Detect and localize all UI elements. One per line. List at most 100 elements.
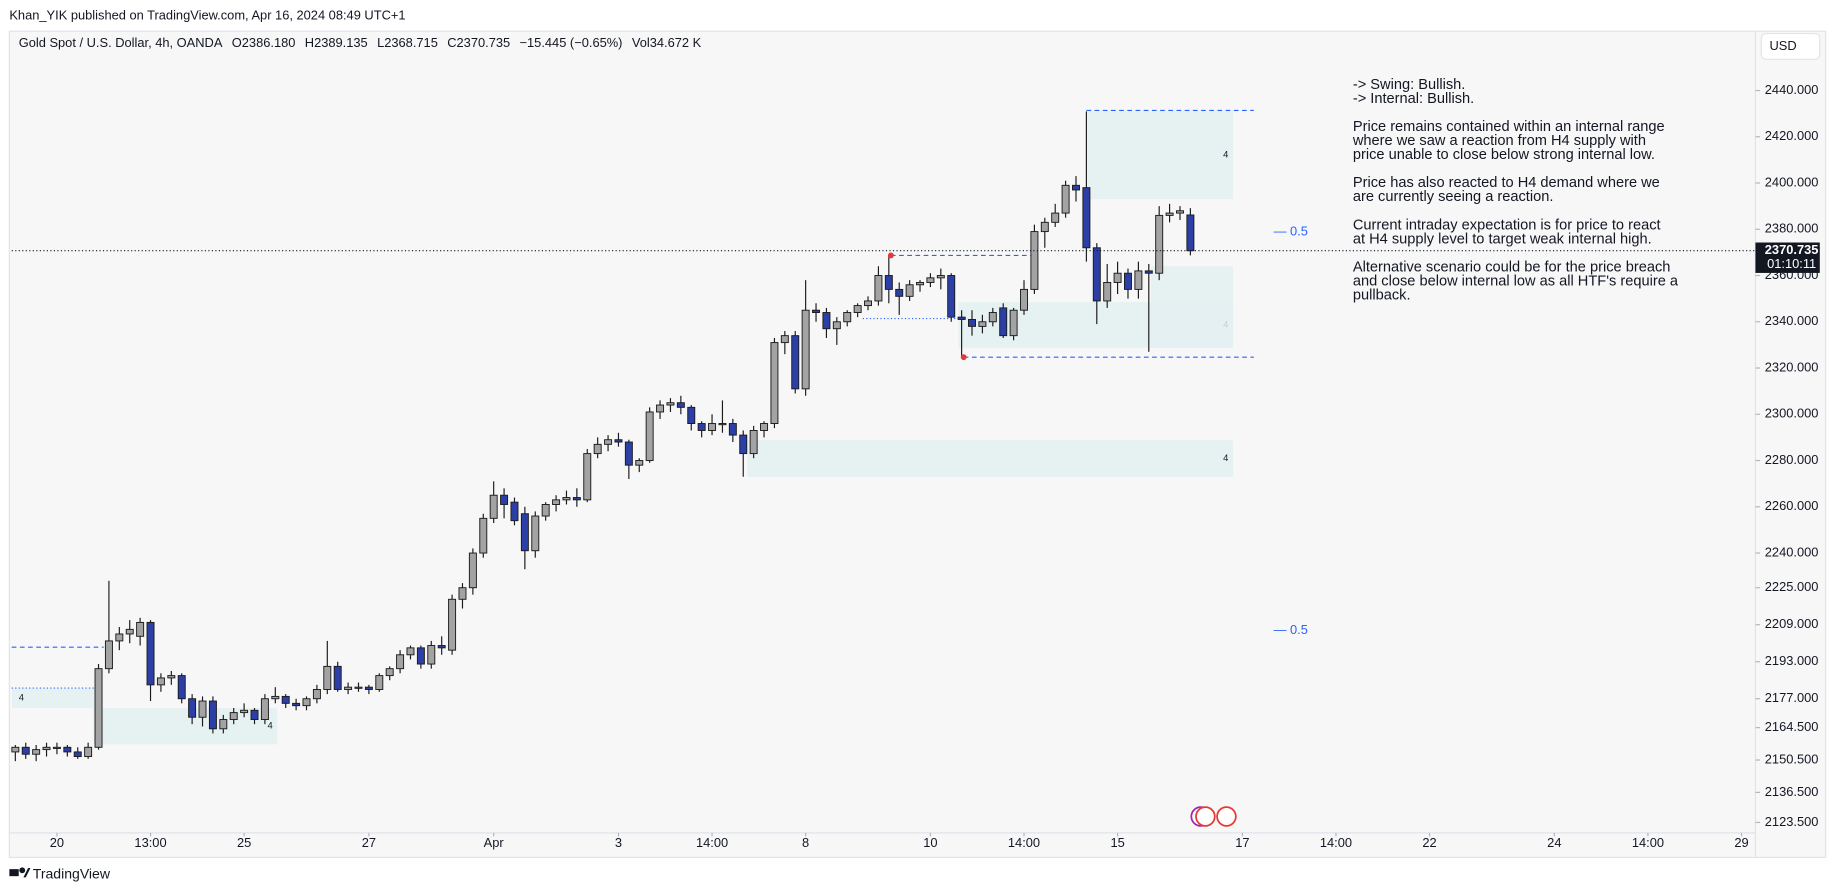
candle-body [427,645,436,665]
candle-body [718,423,727,426]
candle-body [1082,187,1091,249]
x-tick-label: 15 [1110,835,1124,850]
candle-body [1155,214,1164,274]
candle-body [1103,281,1112,302]
x-tick-label: 24 [1547,835,1561,850]
candle-body [188,698,197,718]
note-line: are currently seeing a reaction. [1353,189,1554,205]
candle-body [708,423,717,431]
y-tick-label: 2340.000 [1765,313,1819,328]
candle-body [1061,184,1070,214]
x-tick-label: 25 [237,835,251,850]
candle-body [292,702,301,707]
legend-item: O2386.180 [232,36,296,51]
candle-body [562,497,571,501]
last-price-box [1755,242,1820,273]
candle-body [1020,288,1028,311]
y-tick-label: 2209.000 [1765,616,1819,631]
candle-body [385,668,394,677]
y-tick-label: 2164.500 [1765,719,1819,734]
candle-body [448,598,457,651]
candle-body [999,307,1008,337]
x-tick-label: 20 [50,835,64,850]
candle-body [198,700,207,718]
candle-body [1009,309,1018,337]
candle-body [1144,270,1153,274]
candle-body [812,309,821,313]
zone [1087,110,1234,200]
note-line: Current intraday expectation is for pric… [1353,217,1661,233]
zone-label: 4 [1223,453,1228,463]
y-tick-label: 2225.000 [1765,579,1819,594]
x-tick-label: 13:00 [134,835,166,850]
candle-body [884,275,893,290]
x-tick-label: 14:00 [1632,835,1664,850]
legend-item: −15.445 (−0.65%) [520,36,623,51]
currency-label: USD [1769,38,1796,53]
x-tick-label: 27 [362,835,376,850]
zone [747,440,1234,477]
candle-body [520,513,529,552]
candle-body [208,700,217,730]
candle-body [832,321,841,330]
candle-body [125,628,134,635]
candle-body [146,621,155,686]
y-tick-label: 2150.500 [1765,751,1819,766]
candle-body [510,501,519,522]
candle-body [240,709,249,714]
candle-body [396,654,405,670]
y-tick-label: 2300.000 [1765,406,1819,421]
swing-point [887,252,894,259]
note-line: -> Internal: Bullish. [1353,91,1474,107]
candle-body [1134,270,1143,290]
candle-body [271,695,280,700]
candle-body [458,587,467,600]
candle-body [926,277,935,283]
candle-body [219,719,228,730]
candle-body [864,300,873,307]
x-tick-label: 10 [923,835,937,850]
x-tick-label: 17 [1235,835,1249,850]
zone-label: 4 [1223,149,1228,159]
candle-body [770,342,779,424]
candle-body [947,275,956,318]
candle-body [73,751,82,758]
note-line: Price remains contained within an intern… [1353,119,1665,135]
footer-brand: TradingView [33,866,111,882]
candle-body [250,709,259,721]
candle-body [406,647,415,656]
y-tick-label: 2280.000 [1765,452,1819,467]
candle-body [416,647,425,665]
candle-body [645,411,654,462]
legend-item: Gold Spot / U.S. Dollar, 4h, OANDA [19,36,223,51]
x-tick-label: 22 [1422,835,1436,850]
note-line: Price has also reacted to H4 demand wher… [1353,175,1660,191]
y-tick-label: 2177.000 [1765,690,1819,705]
x-tick-label: 29 [1734,835,1748,850]
candle-body [1176,210,1184,214]
legend-item: L2368.715 [377,36,438,51]
tradingview-logo [9,867,31,878]
candle-body [572,497,581,501]
candle-body [281,695,290,704]
y-tick-label: 2400.000 [1765,174,1819,189]
y-tick-label: 2440.000 [1765,82,1819,97]
zone-label: 4 [267,721,272,731]
candle-body [1072,184,1080,191]
candle-body [1186,214,1195,252]
candle-body [136,621,145,637]
fib-label: — 0.5 [1274,223,1308,238]
note-line: and close below internal low as all HTF'… [1353,274,1679,290]
candle-body [791,335,800,390]
legend-item: H2389.135 [305,36,368,51]
candle-body [84,746,93,758]
symbol-legend: Gold Spot / U.S. Dollar, 4h, OANDA O2386.… [19,36,702,51]
candle-body [104,640,113,670]
candle-body [1165,212,1174,216]
y-tick-label: 2123.500 [1765,814,1819,829]
currency-button[interactable] [1760,32,1821,60]
candle-body [42,746,51,751]
published-line: Khan_YIK published on TradingView.com, A… [9,7,405,22]
x-tick-label: 3 [615,835,622,850]
